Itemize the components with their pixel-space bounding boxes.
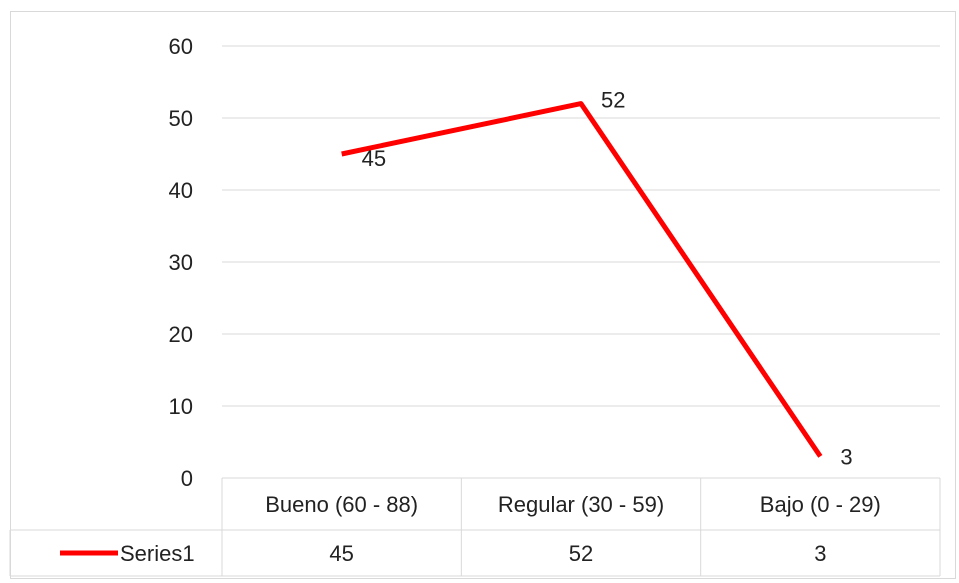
y-tick-label: 0 <box>181 466 193 491</box>
chart-frame <box>10 11 956 579</box>
y-tick-label: 10 <box>169 394 193 419</box>
series-line <box>341 101 823 458</box>
table-value-cell: 3 <box>814 541 826 566</box>
legend-label: Series1 <box>120 541 195 566</box>
y-tick-label: 50 <box>169 106 193 131</box>
y-tick-label: 40 <box>169 178 193 203</box>
table-value-cell: 45 <box>329 541 353 566</box>
data-label: 52 <box>601 88 625 113</box>
x-category-label: Bueno (60 - 88) <box>265 492 418 517</box>
x-category-label: Regular (30 - 59) <box>498 492 664 517</box>
y-tick-label: 60 <box>169 34 193 59</box>
x-category-label: Bajo (0 - 29) <box>760 492 881 517</box>
y-tick-label: 20 <box>169 322 193 347</box>
y-axis-ticks: 0 10 20 30 40 50 60 <box>169 34 193 491</box>
data-label: 45 <box>362 146 386 171</box>
data-labels: 45 52 3 <box>362 88 853 470</box>
series-lines <box>341 101 823 458</box>
table-value-cell: 52 <box>569 541 593 566</box>
gridlines <box>222 45 940 407</box>
data-table: Bueno (60 - 88) Regular (30 - 59) Bajo (0 … <box>9 477 941 577</box>
data-label: 3 <box>840 444 852 469</box>
y-tick-label: 30 <box>169 250 193 275</box>
